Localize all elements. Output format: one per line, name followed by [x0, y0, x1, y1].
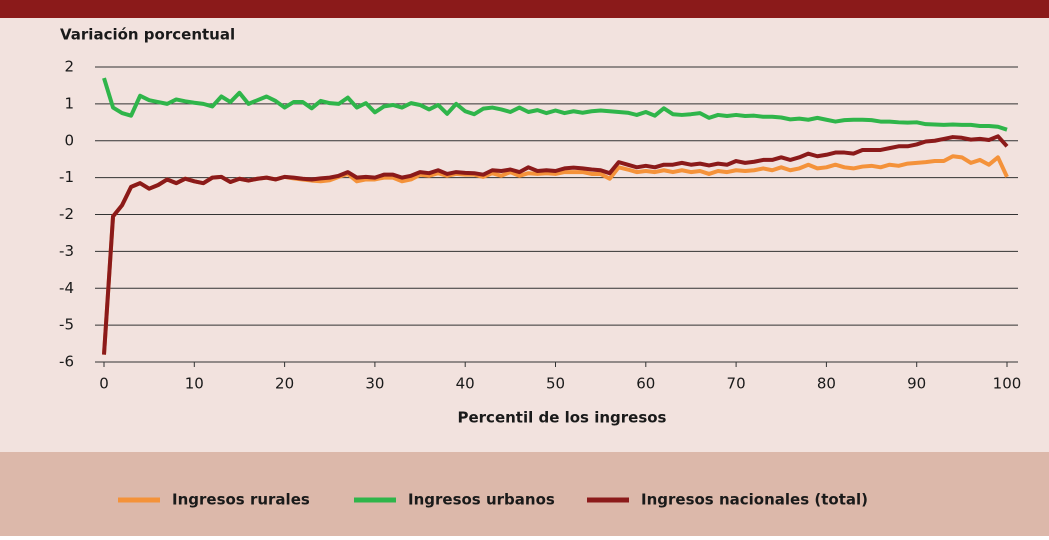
legend-band — [0, 452, 1049, 536]
y-tick-label: -2 — [59, 205, 74, 223]
y-axis-label: Variación porcentual — [60, 26, 235, 44]
series-line — [102, 77, 1008, 132]
y-tick-label: 0 — [64, 131, 74, 149]
x-tick-label: 50 — [546, 375, 565, 393]
x-tick-label: 90 — [907, 375, 926, 393]
legend-label: Ingresos nacionales (total) — [641, 491, 868, 509]
y-tick-label: -3 — [59, 242, 74, 260]
y-tick-label: 1 — [64, 94, 74, 112]
x-tick-label: 70 — [727, 375, 746, 393]
x-tick-label: 0 — [99, 375, 109, 393]
x-tick-label: 60 — [636, 375, 655, 393]
y-tick-label: -1 — [59, 168, 74, 186]
x-tick-label: 80 — [817, 375, 836, 393]
header-bar — [0, 0, 1049, 18]
x-tick-label: 40 — [456, 375, 475, 393]
y-tick-label: -4 — [59, 279, 74, 297]
x-tick-label: 10 — [185, 375, 204, 393]
legend-label: Ingresos urbanos — [408, 491, 555, 509]
x-tick-label: 20 — [275, 375, 294, 393]
series-line — [102, 134, 1009, 355]
legend-label: Ingresos rurales — [172, 491, 310, 509]
x-axis-label: Percentil de los ingresos — [457, 409, 666, 427]
y-tick-label: -5 — [59, 316, 74, 334]
x-tick-label: 30 — [365, 375, 384, 393]
x-tick-label: 100 — [993, 375, 1022, 393]
y-tick-label: 2 — [64, 58, 74, 76]
y-tick-label: -6 — [59, 353, 74, 371]
